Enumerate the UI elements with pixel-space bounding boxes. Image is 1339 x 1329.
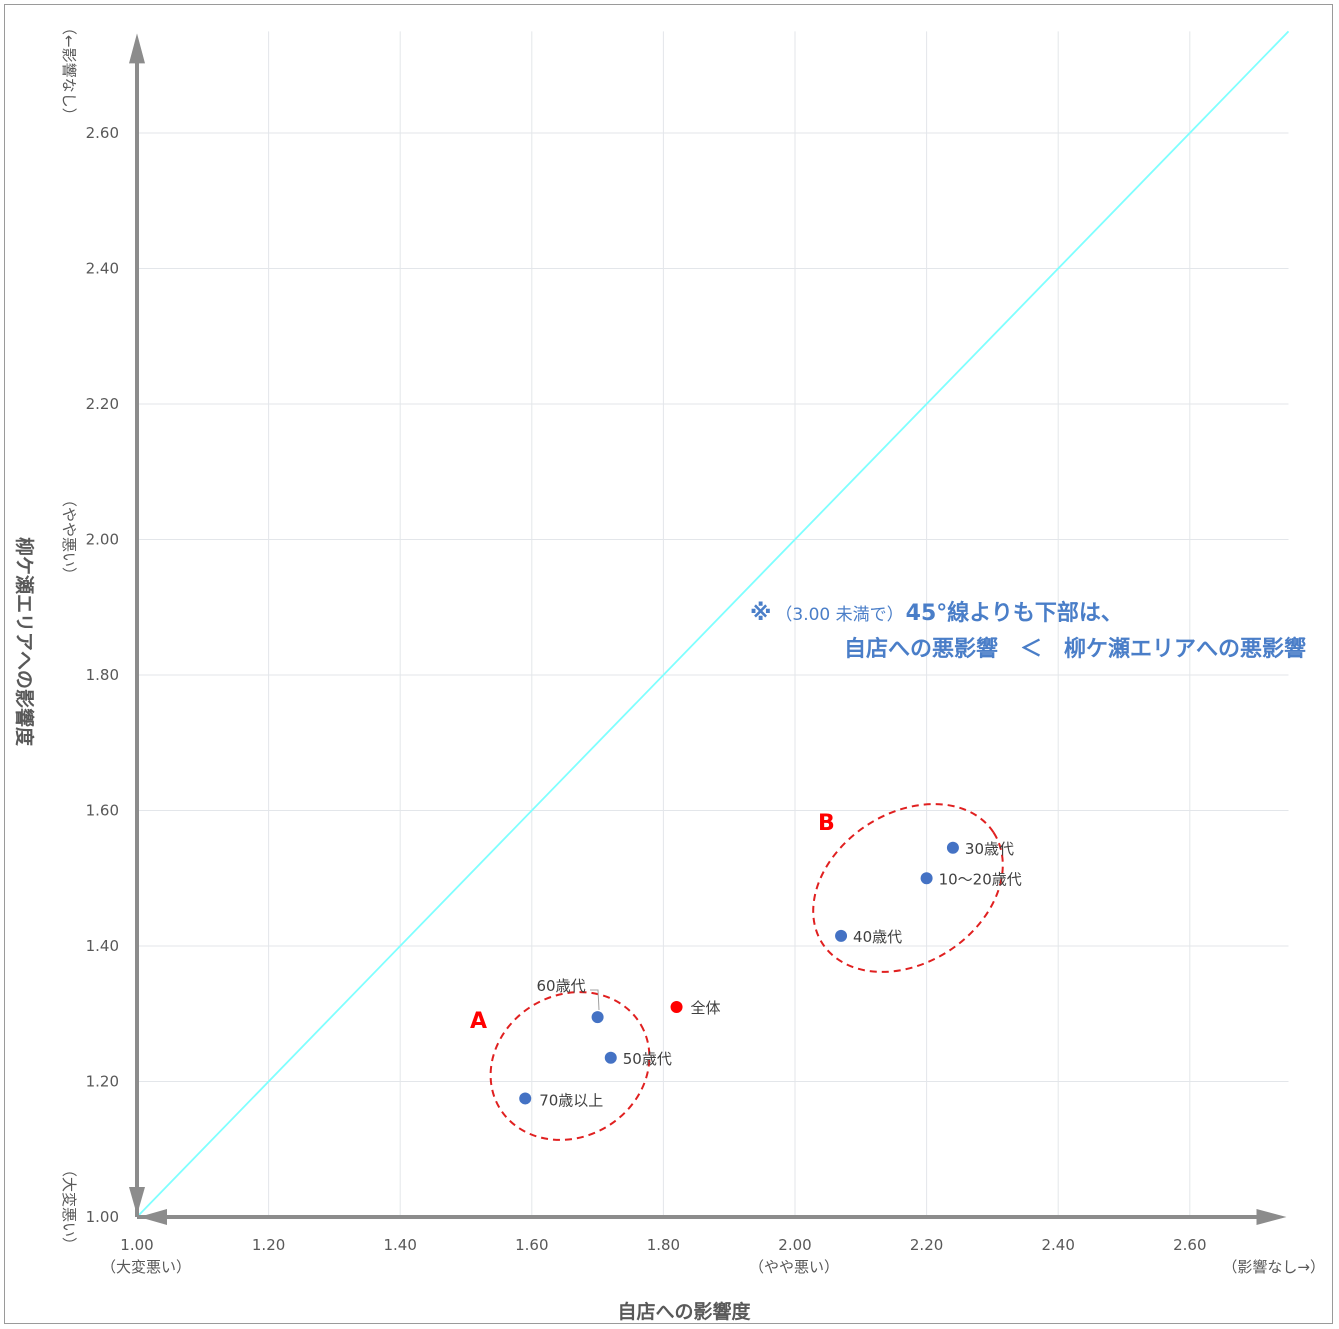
x-sublabel-middle: （やや悪い） — [749, 1258, 839, 1276]
y-tick-labels: 1.00 1.20 1.40 1.60 1.80 2.00 2.20 2.40 2.60 — [86, 124, 119, 1226]
x-tick-label-1.60: 1.60 — [515, 1236, 548, 1254]
x-tick-label-1.20: 1.20 — [252, 1236, 285, 1254]
data-label-0: 全体 — [691, 999, 721, 1017]
y-sublabel-bottom: （大変悪い） — [60, 1162, 78, 1252]
y-tick-label-2.00: 2.00 — [86, 531, 119, 549]
data-point-5 — [920, 872, 933, 885]
y-sublabel-top: （←影響なし） — [60, 20, 78, 123]
data-label-3: 70歳以上 — [539, 1091, 603, 1109]
y-sublabel-middle: （やや悪い） — [60, 492, 78, 582]
x-sublabel-left: （大変悪い） — [101, 1258, 191, 1276]
annotation-mark: ※ — [750, 601, 771, 626]
group-b-label: B — [818, 811, 835, 836]
axes — [129, 33, 1287, 1225]
x-axis-arrowhead-left — [139, 1209, 167, 1225]
group-a-ellipse — [489, 991, 651, 1141]
x-axis-arrowhead — [1256, 1209, 1287, 1225]
data-point-4 — [946, 841, 959, 854]
x-axis-title: 自店への影響度 — [617, 1300, 751, 1323]
y-tick-label-1.20: 1.20 — [86, 1073, 119, 1091]
grid-lines — [137, 31, 1289, 1217]
data-label-2: 50歳代 — [623, 1050, 672, 1068]
x-tick-labels: 1.00 1.20 1.40 1.60 1.80 2.00 2.20 2.40 2.60 — [120, 1236, 1206, 1254]
x-tick-label-1.80: 1.80 — [647, 1236, 680, 1254]
x-tick-label-2.00: 2.00 — [778, 1236, 811, 1254]
data-point-3 — [519, 1092, 532, 1105]
x-tick-label-2.40: 2.40 — [1041, 1236, 1074, 1254]
group-ellipses: A B — [470, 803, 1004, 1141]
y-tick-label-1.00: 1.00 — [86, 1208, 119, 1226]
chart-frame — [4, 4, 1333, 1324]
y-axis-arrowhead — [129, 33, 145, 64]
data-label-5: 10～20歳代 — [939, 870, 1022, 888]
x-tick-label-2.20: 2.20 — [910, 1236, 943, 1254]
leader-line-60s — [590, 989, 600, 1011]
y-tick-label-2.40: 2.40 — [86, 260, 119, 278]
y-axis-arrowhead-bottom — [129, 1187, 145, 1215]
y-tick-label-1.60: 1.60 — [86, 802, 119, 820]
annotation-line2: 自店への悪影響 ＜ 柳ケ瀬エリアへの悪影響 — [844, 636, 1306, 662]
y-tick-label-2.20: 2.20 — [86, 395, 119, 413]
data-label-4: 30歳代 — [965, 840, 1014, 858]
y-tick-label-1.40: 1.40 — [86, 937, 119, 955]
data-label-1: 60歳代 — [537, 977, 586, 995]
y-axis-title: 柳ケ瀬エリアへの影響度 — [13, 537, 36, 747]
reference-line-45deg — [136, 30, 1290, 1218]
x-sublabel-right: （影響なし→） — [1222, 1258, 1325, 1276]
x-tick-label-1.00: 1.00 — [120, 1236, 153, 1254]
data-point-0 — [670, 1000, 683, 1013]
annotation-main: 45°線よりも下部は、 — [906, 600, 1123, 626]
annotation-line1: ※ （3.00 未満で）45°線よりも下部は、 — [750, 600, 1123, 626]
data-point-1 — [591, 1011, 604, 1024]
y-tick-label-2.60: 2.60 — [86, 124, 119, 142]
x-tick-label-2.60: 2.60 — [1173, 1236, 1206, 1254]
reference-line-group — [136, 30, 1290, 1218]
data-points: 全体 60歳代 50歳代 70歳以上 30歳代 10～20歳代 40歳代 — [519, 840, 1022, 1109]
data-point-6 — [835, 929, 848, 942]
data-point-2 — [604, 1051, 617, 1064]
y-tick-label-1.80: 1.80 — [86, 666, 119, 684]
annotation-small: （3.00 未満で） — [775, 605, 903, 625]
annotation: ※ （3.00 未満で）45°線よりも下部は、 自店への悪影響 ＜ 柳ケ瀬エリアへ… — [750, 600, 1306, 662]
group-a-label: A — [470, 1009, 487, 1034]
group-b-ellipse — [812, 803, 1004, 973]
data-label-6: 40歳代 — [853, 928, 902, 946]
x-tick-label-1.40: 1.40 — [383, 1236, 416, 1254]
